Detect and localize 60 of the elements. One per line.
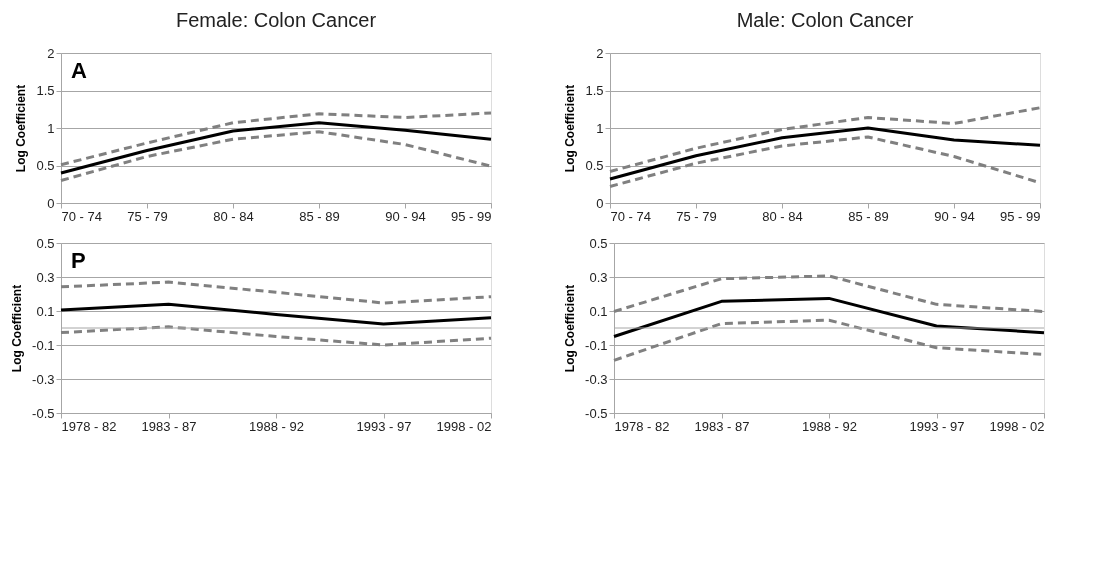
y-axis-title: Log Coefficient: [563, 284, 578, 373]
x-tick-label: 95 - 99: [451, 208, 492, 224]
x-tick-label: 80 - 84: [213, 208, 254, 224]
x-tick-label: 1993 - 97: [356, 418, 412, 434]
y-tick-label: 0.5: [36, 235, 55, 251]
y-tick-label: -0.1: [32, 337, 55, 353]
annotation: P: [71, 248, 86, 273]
x-tick-label: 90 - 94: [934, 208, 975, 224]
x-tick-label: 1978 - 82: [61, 418, 117, 434]
x-tick-label: 75 - 79: [127, 208, 168, 224]
line-series: [608, 126, 1042, 181]
line-series: [59, 325, 493, 347]
y-tick-label: 0: [596, 195, 604, 211]
x-tick-label: 1998 - 02: [989, 418, 1045, 434]
y-tick-label: 2: [596, 45, 604, 61]
y-tick-label: 2: [47, 45, 55, 61]
y-tick-label: -0.5: [585, 405, 608, 421]
chart-title: Female: Colon Cancer: [175, 9, 377, 31]
x-tick-label: 85 - 89: [299, 208, 340, 224]
line-series: [59, 121, 493, 175]
line-series: [612, 296, 1046, 338]
y-axis-title: Log Coefficient: [14, 84, 29, 173]
x-tick-label: 1998 - 02: [436, 418, 492, 434]
annotation: A: [71, 58, 87, 83]
y-tick-label: 1.5: [585, 83, 604, 98]
y-tick-label: 0: [47, 195, 55, 211]
y-tick-label: 1: [596, 120, 604, 136]
x-tick-label: 75 - 79: [676, 208, 717, 224]
y-tick-label: -0.1: [585, 337, 608, 353]
line-series: [608, 106, 1042, 173]
x-tick-label: 90 - 94: [385, 208, 426, 224]
y-tick-label: 0.3: [36, 269, 55, 285]
line-series: [59, 280, 493, 305]
line-series: [59, 111, 493, 167]
y-tick-label: 1: [47, 120, 55, 136]
x-tick-label: 95 - 99: [1000, 208, 1041, 224]
line-series: [59, 302, 493, 326]
x-tick-label: 1988 - 92: [802, 418, 857, 434]
y-tick-label: 0.1: [36, 303, 55, 319]
y-tick-label: -0.5: [32, 405, 55, 421]
y-axis-title: Log Coefficient: [563, 84, 578, 173]
x-tick-label: 80 - 84: [762, 208, 803, 224]
y-tick-label: 0.3: [589, 269, 608, 285]
x-tick-label: 1978 - 82: [614, 418, 670, 434]
x-tick-label: 1988 - 92: [249, 418, 304, 434]
y-tick-label: 1.5: [36, 83, 55, 98]
y-tick-label: 0.5: [585, 158, 604, 173]
y-axis-title: Log Coefficient: [10, 284, 25, 373]
x-tick-label: 1983 - 87: [141, 418, 197, 434]
x-tick-label: 1983 - 87: [694, 418, 750, 434]
x-tick-label: 70 - 74: [610, 208, 651, 224]
y-tick-label: 0.1: [589, 303, 608, 319]
y-tick-label: -0.3: [32, 371, 55, 387]
chart-title: Male: Colon Cancer: [736, 9, 914, 31]
x-tick-label: 70 - 74: [61, 208, 102, 224]
y-tick-label: -0.3: [585, 371, 608, 387]
y-tick-label: 0.5: [589, 235, 608, 251]
x-tick-label: 1993 - 97: [909, 418, 965, 434]
y-tick-label: 0.5: [36, 158, 55, 173]
x-tick-label: 85 - 89: [848, 208, 889, 224]
